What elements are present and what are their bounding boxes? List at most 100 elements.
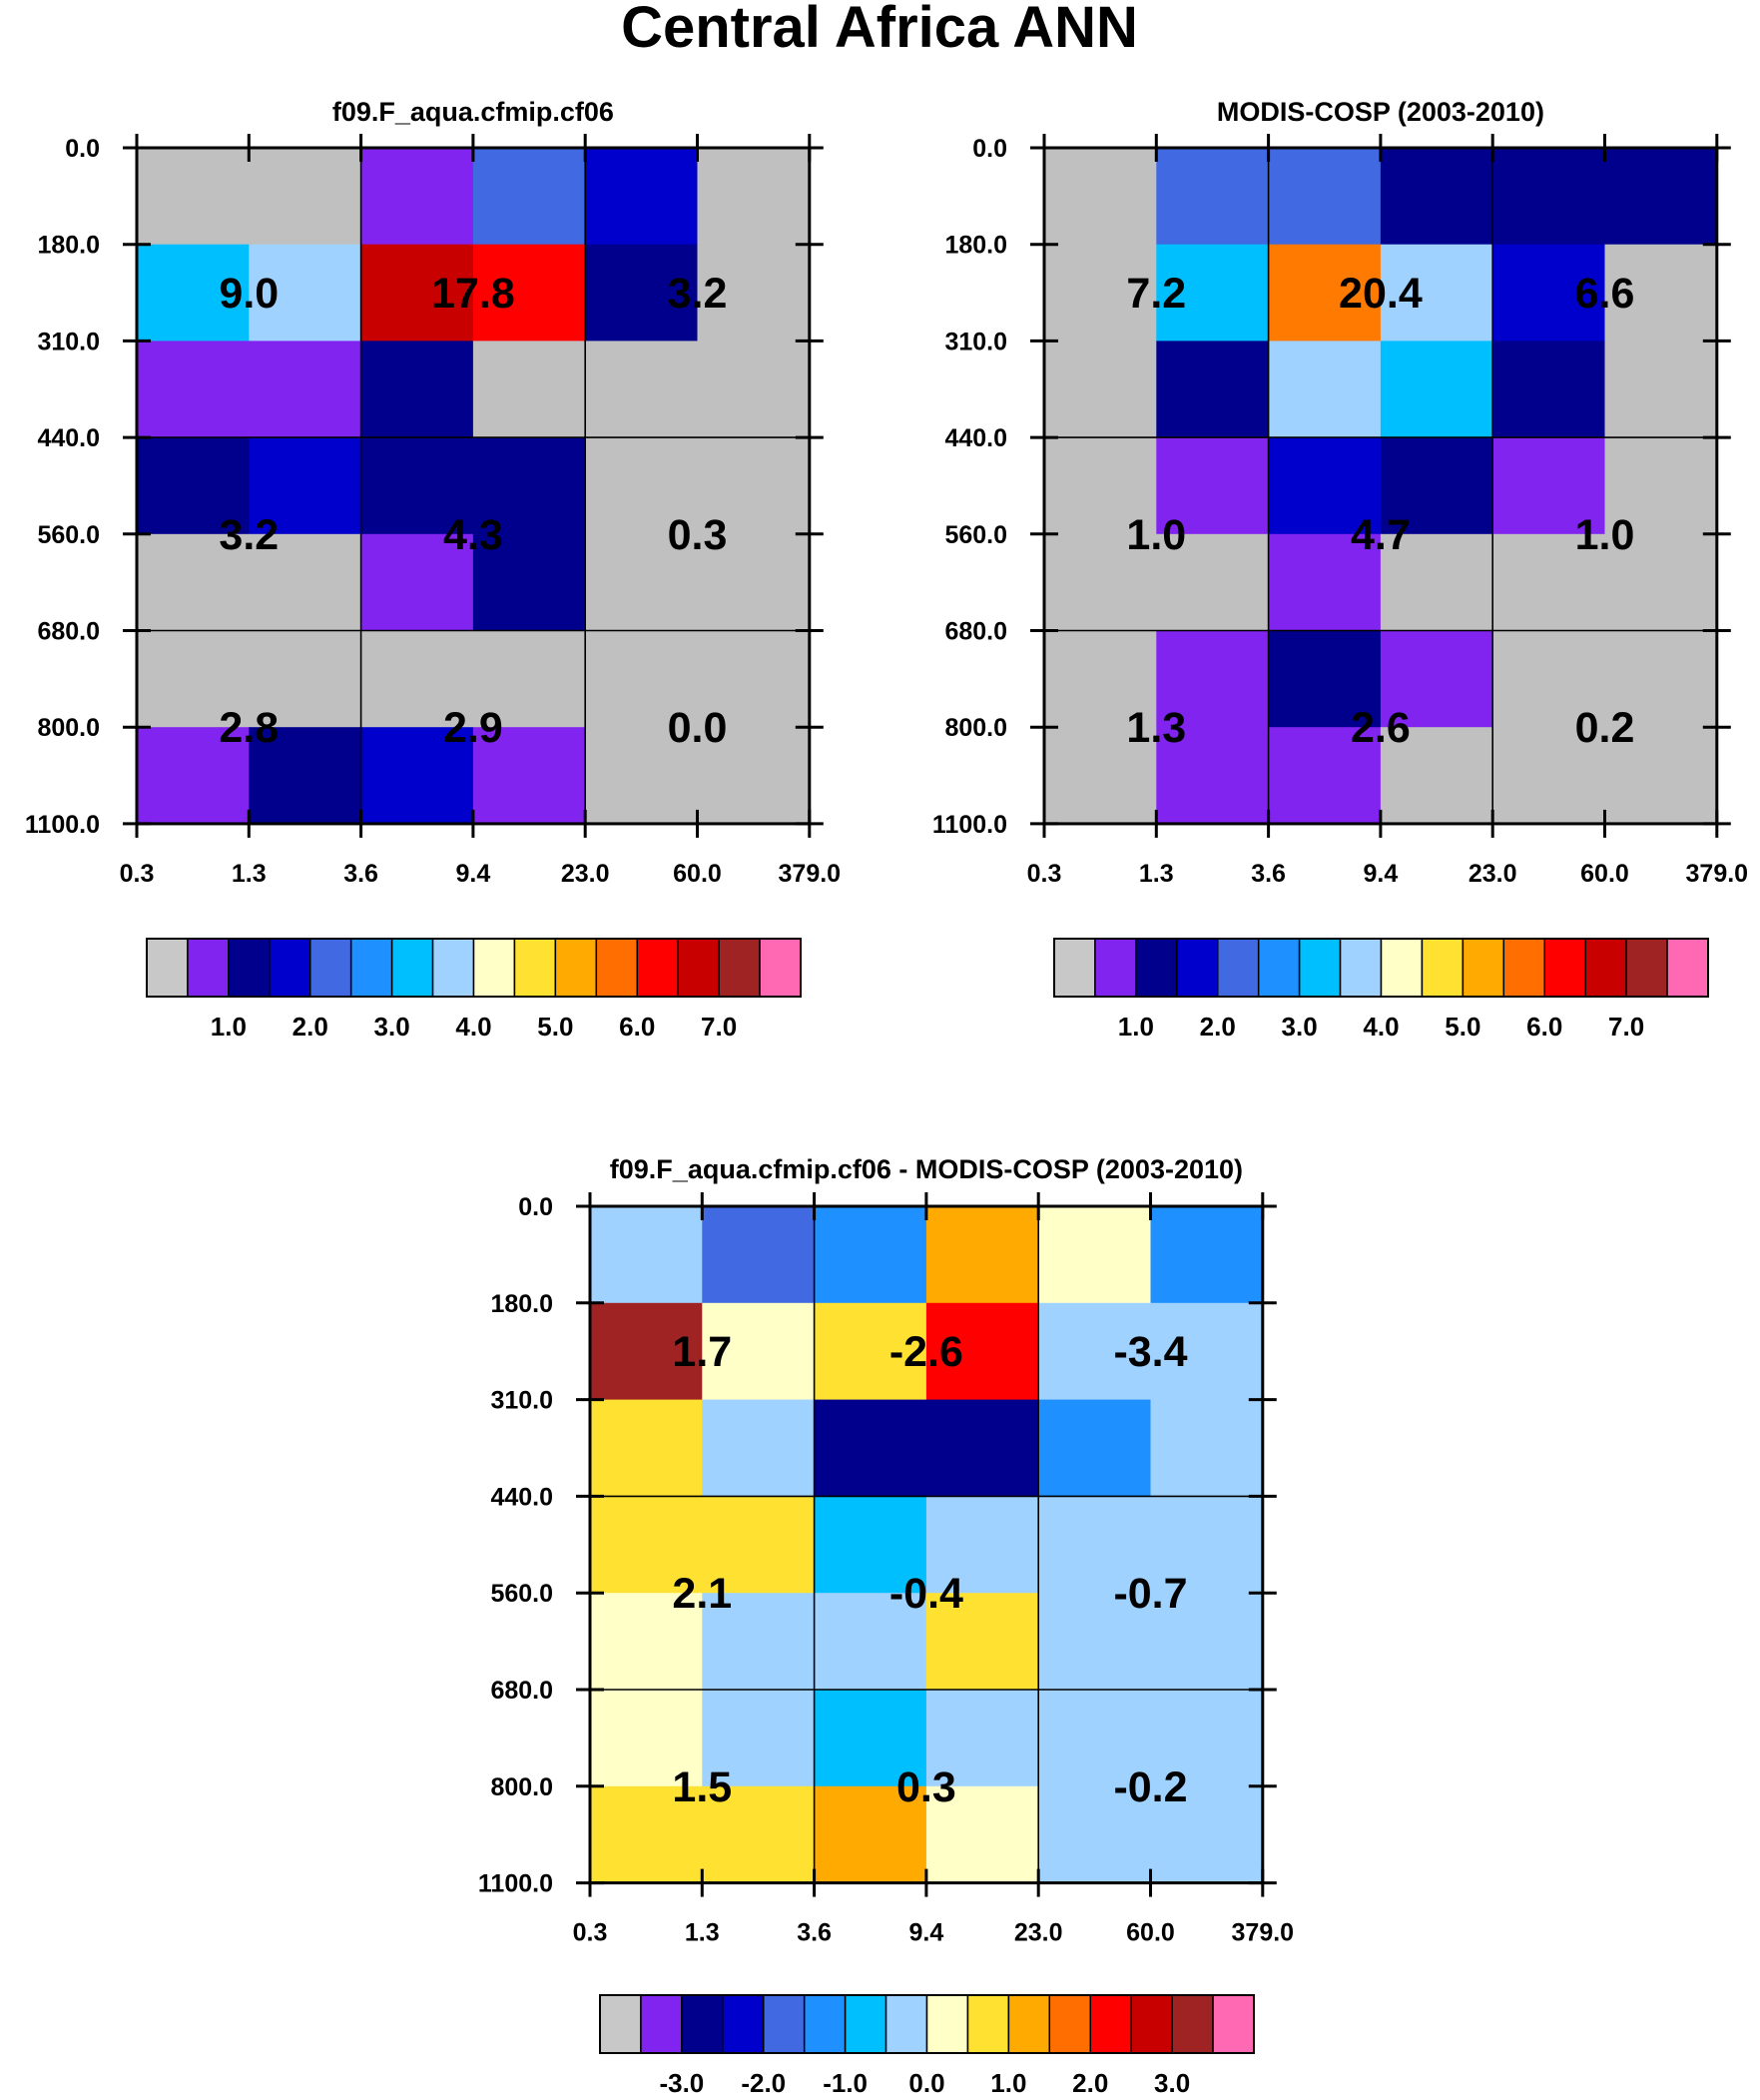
heatmap-cell: [814, 1399, 927, 1497]
group-total-label: 20.4: [1339, 270, 1423, 318]
heatmap-cell: [1156, 630, 1270, 728]
heatmap-cell: [1604, 437, 1718, 535]
x-tick-label: 1.3: [1139, 860, 1174, 888]
colorbar-swatch: [1502, 938, 1545, 998]
colorbar-label: 2.0: [1200, 1012, 1236, 1042]
y-tick-label: 1100.0: [478, 1870, 553, 1898]
colorbar-label: 4.0: [455, 1012, 491, 1042]
colorbar-label: 3.0: [374, 1012, 410, 1042]
heatmap-cell: [360, 727, 474, 825]
group-total-label: 1.7: [672, 1328, 732, 1376]
heatmap-cell: [1604, 727, 1718, 825]
heatmap-cell: [1268, 437, 1382, 535]
group-total-label: 1.0: [1126, 511, 1186, 559]
heatmap-cell: [1044, 630, 1157, 728]
colorbar-swatch: [677, 938, 720, 998]
colorbar-swatch: [925, 1994, 969, 2054]
x-tick-label: 60.0: [1580, 860, 1629, 888]
heatmap-cell: [702, 1496, 816, 1594]
heatmap-cell: [1380, 533, 1493, 632]
x-tick-label: 9.4: [456, 860, 491, 888]
y-tick-label: 680.0: [37, 618, 100, 646]
heatmap-cell: [1380, 244, 1493, 342]
heatmap-cell: [697, 341, 811, 438]
panel-model: f09.F_aqua.cfmip.cf06 0.0 180.0 310.0 440.0 5…: [25, 97, 841, 1042]
colorbar-swatch: [1257, 938, 1301, 998]
colorbar-swatch: [1007, 1994, 1051, 2054]
heatmap-cell: [1156, 437, 1270, 535]
heatmap-cell: [1044, 244, 1157, 342]
heatmap-cell: [1044, 727, 1157, 825]
heatmap-cell: [585, 437, 699, 535]
x-tick-label: 379.0: [779, 860, 842, 888]
heatmap-cell: [1156, 244, 1270, 342]
heatmap-cell: [137, 533, 250, 632]
heatmap-cell: [585, 727, 699, 825]
heatmap-cell: [814, 1206, 927, 1304]
colorbar-label: 5.0: [1445, 1012, 1480, 1042]
heatmap-cell: [1268, 727, 1382, 825]
colorbar-swatch: [681, 1994, 724, 2054]
heatmap-cell: [1156, 533, 1270, 632]
heatmap-cell: [1156, 727, 1270, 825]
heatmap-cell: [925, 1496, 1039, 1594]
heatmap-cell: [1380, 630, 1493, 728]
colorbar-label: 0.0: [908, 2068, 944, 2098]
colorbar-swatch: [187, 938, 230, 998]
heatmap-cell: [472, 727, 586, 825]
colorbar-swatch: [390, 938, 434, 998]
group-total-label: 0.3: [896, 1763, 956, 1811]
heatmap-cell: [1492, 727, 1606, 825]
x-tick-label: 379.0: [1232, 1919, 1295, 1947]
heatmap-cell: [1038, 1593, 1152, 1691]
group-total-label: -0.7: [1113, 1570, 1187, 1618]
x-tick-label: 0.3: [573, 1919, 608, 1947]
heatmap-cell: [137, 244, 250, 342]
heatmap-cell: [1268, 533, 1382, 632]
heatmap-cell: [1038, 1690, 1152, 1787]
x-tick-label: 9.4: [909, 1919, 944, 1947]
y-tick-label: 180.0: [944, 232, 1007, 260]
y-tick-label: 680.0: [490, 1677, 553, 1705]
colorbar-swatch: [1048, 1994, 1091, 2054]
group-total-label: -0.4: [889, 1570, 963, 1618]
heatmap-cell: [1380, 727, 1493, 825]
heatmap-cell: [1492, 630, 1606, 728]
heatmap-cell: [472, 148, 586, 246]
colorbar-label: 1.0: [211, 1012, 247, 1042]
heatmap-cell: [137, 341, 250, 438]
colorbar-swatch: [884, 1994, 928, 2054]
heatmap-cell: [590, 1496, 703, 1594]
colorbar-swatch: [636, 938, 679, 998]
colorbar-swatch: [1462, 938, 1505, 998]
group-total-label: 1.0: [1575, 511, 1635, 559]
heatmap-cell: [1604, 148, 1718, 246]
x-tick-label: 23.0: [561, 860, 610, 888]
colorbar-swatch: [1298, 938, 1342, 998]
x-tick-label: 23.0: [1014, 1919, 1063, 1947]
colorbar-label: 2.0: [293, 1012, 328, 1042]
x-tick-label: 1.3: [685, 1919, 720, 1947]
group-total-label: 1.3: [1126, 704, 1186, 752]
heatmap-cell: [1038, 1302, 1152, 1401]
colorbar-swatch: [763, 1994, 806, 2054]
heatmap-cell: [1268, 341, 1382, 438]
colorbar-swatch: [1176, 938, 1219, 998]
x-tick-label: 1.3: [232, 860, 267, 888]
colorbar-swatch: [718, 938, 761, 998]
heatmap-cell: [1150, 1785, 1264, 1884]
y-tick-label: 800.0: [944, 714, 1007, 742]
heatmap-cell: [360, 244, 474, 342]
heatmap-cell: [472, 630, 586, 728]
heatmap-cell: [1038, 1206, 1152, 1304]
colorbar-swatch: [269, 938, 311, 998]
colorbar-swatch: [228, 938, 271, 998]
heatmap-cell: [1044, 148, 1157, 246]
group-total-label: 0.2: [1575, 704, 1635, 752]
colorbar-swatch: [966, 1994, 1010, 2054]
colorbar-label: -1.0: [823, 2068, 868, 2098]
x-tick-label: 60.0: [673, 860, 722, 888]
heatmap-cell: [814, 1496, 927, 1594]
heatmap-cell: [1044, 341, 1157, 438]
colorbar-swatch: [599, 1994, 642, 2054]
